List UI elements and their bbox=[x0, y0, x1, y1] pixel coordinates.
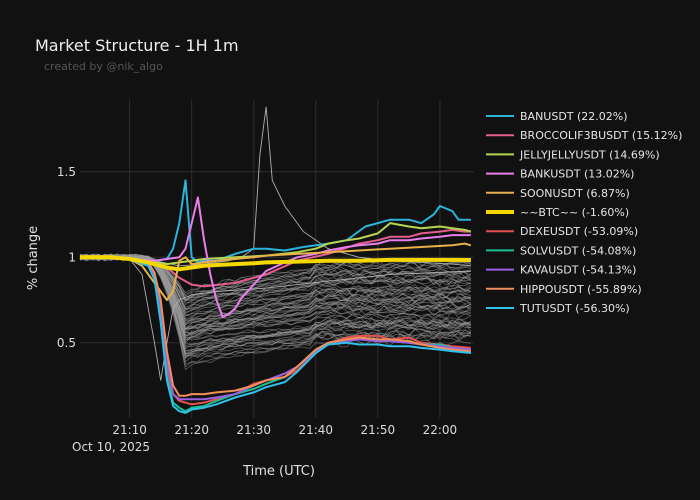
y-axis-ticks: 0.5 1 1.5 bbox=[57, 165, 76, 350]
legend-label: ~~BTC~~ (-1.60%) bbox=[520, 206, 629, 219]
y-axis-title: % change bbox=[26, 226, 41, 290]
series-line-hippousdt bbox=[79, 256, 471, 397]
background-series-line bbox=[79, 254, 471, 297]
legend-label: SOONUSDT (6.87%) bbox=[520, 187, 630, 200]
chart-subtitle: created by @nik_algo bbox=[44, 60, 163, 73]
series-line-bankusdt bbox=[79, 196, 471, 319]
legend-item-bankusdt[interactable]: BANKUSDT (13.02%) bbox=[486, 168, 634, 181]
legend-item-solvusdt[interactable]: SOLVUSDT (-54.08%) bbox=[486, 244, 636, 257]
series-line-banusdt bbox=[79, 179, 471, 264]
legend-item-broccolif3busdt[interactable]: BROCCOLIF3BUSDT (15.12%) bbox=[486, 129, 682, 142]
legend-label: BROCCOLIF3BUSDT (15.12%) bbox=[520, 129, 682, 142]
legend-label: BANUSDT (22.02%) bbox=[520, 110, 628, 123]
x-tick-label: 21:30 bbox=[236, 423, 271, 437]
y-tick-label: 0.5 bbox=[57, 336, 76, 350]
background-series-line bbox=[79, 253, 472, 294]
x-tick-label: 21:50 bbox=[361, 423, 396, 437]
x-tick-label: 21:20 bbox=[174, 423, 209, 437]
legend-item-btc[interactable]: ~~BTC~~ (-1.60%) bbox=[486, 206, 629, 219]
legend-label: DEXEUSDT (-53.09%) bbox=[520, 225, 638, 238]
y-tick-label: 1 bbox=[68, 250, 76, 264]
legend-item-tutusdt[interactable]: TUTUSDT (-56.30%) bbox=[486, 302, 630, 315]
x-axis-date-label: Oct 10, 2025 bbox=[72, 440, 150, 454]
series-lines bbox=[79, 179, 472, 414]
legend-item-kavausdt[interactable]: KAVAUSDT (-54.13%) bbox=[486, 264, 636, 277]
legend-item-soonusdt[interactable]: SOONUSDT (6.87%) bbox=[486, 187, 630, 200]
chart-title: Market Structure - 1H 1m bbox=[35, 36, 239, 55]
series-line-jellyjellyusdt bbox=[79, 222, 472, 266]
legend-label: KAVAUSDT (-54.13%) bbox=[520, 264, 636, 277]
background-series-line bbox=[79, 106, 471, 267]
background-series-line bbox=[79, 254, 472, 301]
series-line-tutusdt bbox=[79, 256, 471, 414]
legend-item-banusdt[interactable]: BANUSDT (22.02%) bbox=[486, 110, 628, 123]
legend-label: BANKUSDT (13.02%) bbox=[520, 168, 634, 181]
x-axis-title: Time (UTC) bbox=[242, 464, 315, 479]
background-series-line bbox=[79, 254, 472, 302]
legend-item-hippousdt[interactable]: HIPPOUSDT (-55.89%) bbox=[486, 283, 642, 296]
background-series-line bbox=[79, 256, 471, 381]
legend-item-dexeusdt[interactable]: DEXEUSDT (-53.09%) bbox=[486, 225, 638, 238]
legend[interactable]: BANUSDT (22.02%) BROCCOLIF3BUSDT (15.12%)… bbox=[486, 110, 682, 315]
plot-area[interactable] bbox=[79, 100, 474, 418]
x-axis-ticks: 21:10 21:20 21:30 21:40 21:50 22:00 bbox=[112, 423, 457, 437]
legend-label: SOLVUSDT (-54.08%) bbox=[520, 244, 636, 257]
legend-label: HIPPOUSDT (-55.89%) bbox=[520, 283, 642, 296]
series-line-btc bbox=[80, 255, 471, 272]
legend-label: JELLYJELLYUSDT (14.69%) bbox=[519, 148, 660, 161]
y-tick-label: 1.5 bbox=[57, 165, 76, 179]
x-tick-label: 22:00 bbox=[423, 423, 458, 437]
series-line-soonusdt bbox=[79, 242, 472, 301]
legend-label: TUTUSDT (-56.30%) bbox=[519, 302, 630, 315]
x-tick-label: 21:40 bbox=[298, 423, 333, 437]
x-tick-label: 21:10 bbox=[112, 423, 147, 437]
legend-item-jellyjellyusdt[interactable]: JELLYJELLYUSDT (14.69%) bbox=[486, 148, 660, 161]
